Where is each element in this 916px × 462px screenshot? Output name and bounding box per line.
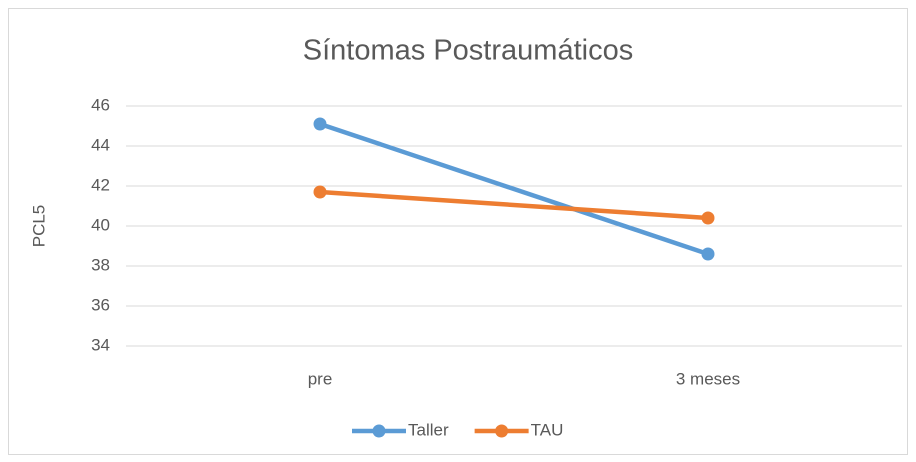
x-tick-label: 3 meses — [676, 369, 740, 388]
data-point — [701, 247, 715, 261]
x-tick-label: pre — [308, 369, 333, 388]
y-tick-label: 34 — [91, 335, 110, 354]
data-point — [313, 117, 327, 131]
data-point — [313, 185, 327, 199]
y-tick-label: 46 — [91, 95, 110, 114]
y-tick-label: 38 — [91, 255, 110, 274]
data-point — [701, 211, 715, 225]
legend-label: Taller — [408, 420, 449, 439]
series-line — [317, 189, 711, 221]
y-tick-label: 36 — [91, 295, 110, 314]
legend-marker — [495, 424, 509, 438]
y-axis-label: PCL5 — [29, 205, 48, 248]
legend-label: TAU — [531, 420, 564, 439]
y-tick-label: 40 — [91, 215, 110, 234]
y-tick-label: 42 — [91, 175, 110, 194]
y-tick-label: 44 — [91, 135, 110, 154]
series-line — [317, 121, 711, 257]
chart-border — [8, 8, 908, 455]
legend-marker — [372, 424, 386, 438]
chart-title: Síntomas Postraumáticos — [303, 35, 633, 67]
